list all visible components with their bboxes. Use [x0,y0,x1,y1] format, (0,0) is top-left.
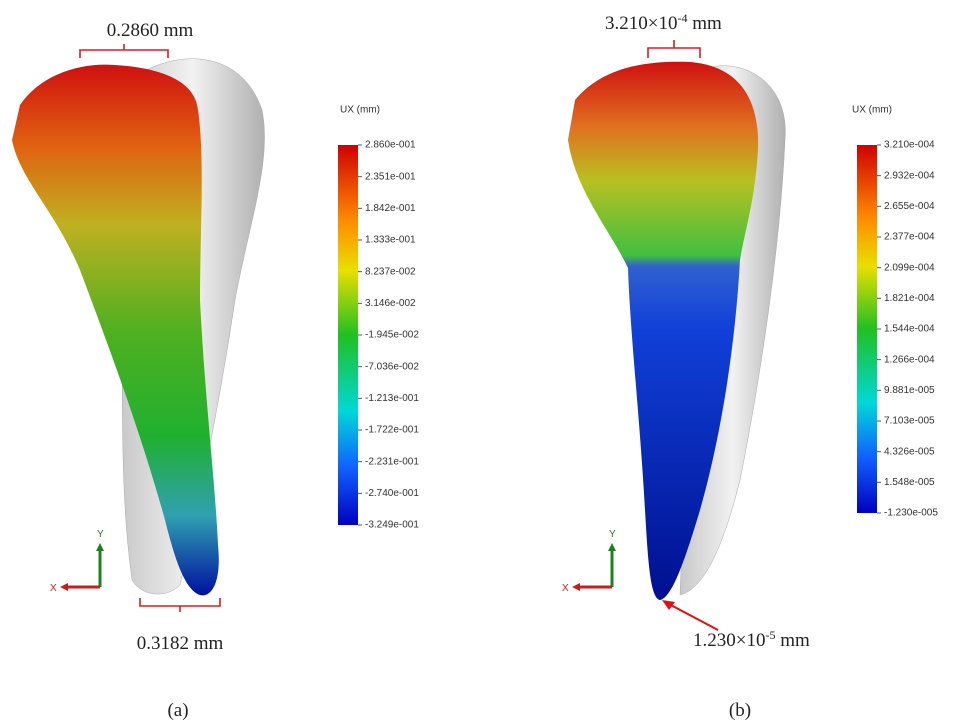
colorbar-label: 2.351e-001 [365,171,416,182]
axis-label: Y [609,529,616,540]
colorbar-label: -1.230e-005 [884,508,938,519]
colorbar-label: -1.722e-001 [365,425,419,436]
annotation: 1.230×10-5 mm [693,628,810,651]
colorbar-label: 1.821e-004 [884,293,935,304]
arrowhead [662,600,675,610]
axis-y-head [96,543,104,551]
axis-x-head [60,583,68,591]
colorbar-label: 1.842e-001 [365,203,416,214]
colorbar-label: 2.932e-004 [884,170,935,181]
colorbar-label: 1.333e-001 [365,235,416,246]
colorbar-label: 4.326e-005 [884,446,935,457]
colorbar-label: -1.945e-002 [365,330,419,341]
colorbar-label: -2.231e-001 [365,456,419,467]
colorbar-label: 8.237e-002 [365,266,416,277]
colorbar-label: 2.099e-004 [884,262,935,273]
panel-label: (a) [167,700,188,721]
colorbar-label: 9.881e-005 [884,385,935,396]
annotation: 0.2860 mm [107,20,194,41]
axis-label: X [562,583,569,594]
axis-label: X [50,583,57,594]
bracket [648,40,700,58]
annotation-base: 1.230×10 [693,630,765,651]
figure: 0.2860 mm 0.3182 mm 3.210×10-4 mm 1.230×… [0,0,956,724]
annotation: 0.3182 mm [137,633,224,654]
colorbar-label: 1.544e-004 [884,324,935,335]
colorbar-title: UX (mm) [852,105,892,116]
colorbar-label: 7.103e-005 [884,416,935,427]
deformed-tooth [568,62,758,600]
axis-y-head [608,543,616,551]
colorbar-label: 2.655e-004 [884,201,935,212]
colorbar-label: -2.740e-001 [365,488,419,499]
annotation-unit: mm [775,630,810,651]
deformed-tooth [12,65,219,596]
panel-label: (b) [729,700,751,721]
colorbar-label: 2.377e-004 [884,232,935,243]
colorbar [857,145,877,513]
annotation-exponent: -4 [677,11,687,25]
colorbar-title: UX (mm) [340,105,380,116]
colorbar [338,145,358,525]
annotation-base: 3.210×10 [605,13,677,34]
annotation: 3.210×10-4 mm [605,11,722,34]
colorbar-label: 1.266e-004 [884,354,935,365]
colorbar-label: 3.146e-002 [365,298,416,309]
colorbar-label: -1.213e-001 [365,393,419,404]
arrow [667,603,718,630]
colorbar-label: -3.249e-001 [365,520,419,531]
bracket [80,44,168,58]
colorbar-label: 1.548e-005 [884,477,935,488]
colorbar-label: 2.860e-001 [365,140,416,151]
annotation-unit: mm [687,13,722,34]
bracket [140,598,220,612]
colorbar-label: -7.036e-002 [365,361,419,372]
axis-label: Y [97,529,104,540]
annotation-exponent: -5 [765,628,775,642]
axis-x-head [572,583,580,591]
colorbar-label: 3.210e-004 [884,140,935,151]
